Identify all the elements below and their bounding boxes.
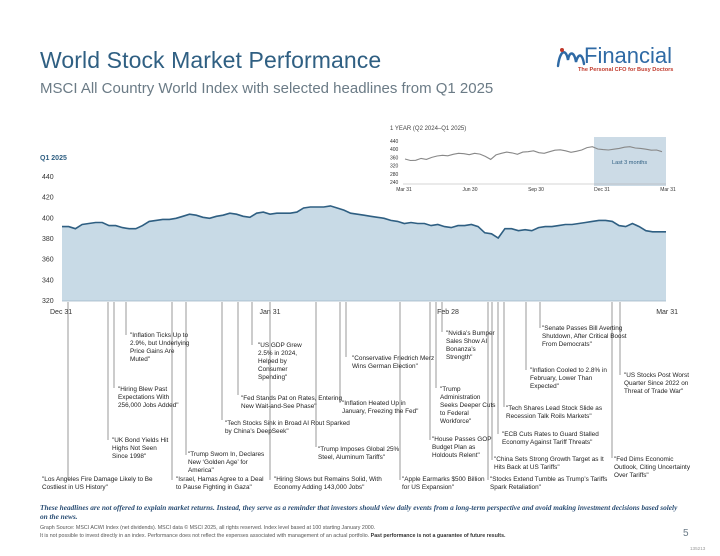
page-number: 5: [683, 528, 689, 539]
headline-8: "Fed Stands Pat on Rates, Entering New W…: [241, 395, 343, 410]
headline-17: "Nvidia’s Bumper Sales Show AI Bonanza’s…: [446, 330, 495, 361]
headline-5: "Israel, Hamas Agree to a Deal to Pause …: [176, 476, 264, 491]
headline-9: "US GDP Grew 2.5% in 2024, Helped by Con…: [258, 342, 302, 381]
headline-16: "Trump Administration Seeks Deeper Cuts …: [440, 386, 496, 425]
headline-15: "House Passes GOP Budget Plan as Holdout…: [432, 436, 492, 459]
inset-highlight-band: [594, 137, 666, 186]
inset-y-tick-label: 280: [390, 172, 399, 178]
main-chart-title: Q1 2025: [40, 155, 67, 162]
company-logo: Financial The Personal CFO for Busy Doct…: [556, 43, 686, 80]
headline-10: "Hiring Slows but Remains Solid, With Ec…: [274, 476, 382, 491]
main-area-fill: [62, 205, 666, 301]
main-y-tick-label: 360: [42, 257, 54, 264]
main-series-line: [62, 205, 666, 240]
document-code: 135213: [690, 546, 706, 551]
main-x-tick-label: Dec 31: [50, 309, 72, 316]
headline-23: "Senate Passes Bill Averting Shutdown, A…: [542, 325, 627, 348]
headline-12: "Inflation Heated Up in January, Freezin…: [342, 400, 419, 415]
footer-note: It is not possible to invest directly in…: [40, 533, 505, 539]
page-title: World Stock Market Performance: [40, 47, 382, 73]
headline-14: "Apple Earmarks $500 Billion for US Expa…: [402, 476, 485, 491]
headline-2: "UK Bond Yields Hit Highs Not Seen Since…: [112, 437, 169, 460]
main-y-tick-label: 400: [42, 215, 54, 222]
main-x-tick-label: Feb 28: [437, 309, 459, 316]
headline-22: "Inflation Cooled to 2.8% in February, L…: [530, 367, 607, 390]
footer-note-text: It is not possible to invest directly in…: [40, 533, 370, 539]
headline-13: "Conservative Friedrich Merz Wins German…: [352, 355, 435, 370]
inset-x-tick-label: Mar 31: [396, 187, 412, 193]
logo-tagline: The Personal CFO for Busy Doctors: [578, 67, 674, 73]
main-y-tick-label: 320: [42, 298, 54, 305]
inset-y-tick-label: 440: [390, 139, 399, 145]
inset-x-tick-label: Dec 31: [594, 187, 610, 193]
inset-y-tick-label: 360: [390, 155, 399, 161]
headline-24: "Fed Dims Economic Outlook, Citing Uncer…: [614, 456, 691, 479]
headline-6: "Trump Sworn In, Declares New ‘Golden Ag…: [188, 451, 265, 474]
headline-1: "Los Angeles Fire Damage Likely to Be Co…: [42, 476, 153, 491]
main-x-tick-label: Mar 31: [656, 309, 678, 316]
main-y-tick-label: 340: [42, 277, 54, 284]
headline-18: "Stocks Extend Tumble as Trump’s Tariffs…: [490, 476, 608, 491]
inset-x-tick-label: Jun 30: [462, 187, 477, 193]
main-y-tick-label: 440: [42, 174, 54, 181]
headline-25: "US Stocks Post Worst Quarter Since 2022…: [624, 372, 690, 395]
main-y-tick-label: 420: [42, 195, 54, 202]
logo-name: Financial: [584, 43, 673, 68]
inset-chart-title: 1 YEAR (Q2 2024–Q1 2025): [390, 126, 466, 132]
inset-y-tick-label: 240: [390, 180, 399, 186]
footer-source: Graph Source: MSCI ACWI Index (net divid…: [40, 525, 376, 531]
footer-note-bold: Past performance is not a guarantee of f…: [370, 533, 506, 539]
inset-y-tick-label: 320: [390, 164, 399, 170]
headline-7: "Tech Stocks Sink in Broad AI Rout Spark…: [225, 420, 350, 435]
inset-series-line: [404, 146, 663, 162]
footer-disclaimer: These headlines are not offered to expla…: [40, 503, 678, 521]
logo-mark-icon: [556, 48, 586, 68]
main-y-tick-label: 380: [42, 236, 54, 243]
headline-3: "Hiring Blew Past Expectations With 256,…: [118, 386, 179, 409]
inset-highlight-label: Last 3 months: [612, 160, 647, 166]
headline-21: "Tech Shares Lead Stock Slide as Recessi…: [506, 405, 603, 420]
inset-y-tick-label: 400: [390, 147, 399, 153]
headline-11: "Trump Imposes Global 25% Steel, Aluminu…: [318, 446, 400, 461]
headline-19: "China Sets Strong Growth Target as It H…: [494, 456, 604, 471]
inset-x-tick-label: Mar 31: [660, 187, 676, 193]
headline-20: "ECB Cuts Rates to Guard Stalled Economy…: [502, 431, 599, 446]
headline-4: "Inflation Ticks Up to 2.9%, but Underly…: [130, 332, 190, 363]
inset-x-tick-label: Sep 30: [528, 187, 544, 193]
page-subtitle: MSCI All Country World Index with select…: [40, 80, 494, 97]
